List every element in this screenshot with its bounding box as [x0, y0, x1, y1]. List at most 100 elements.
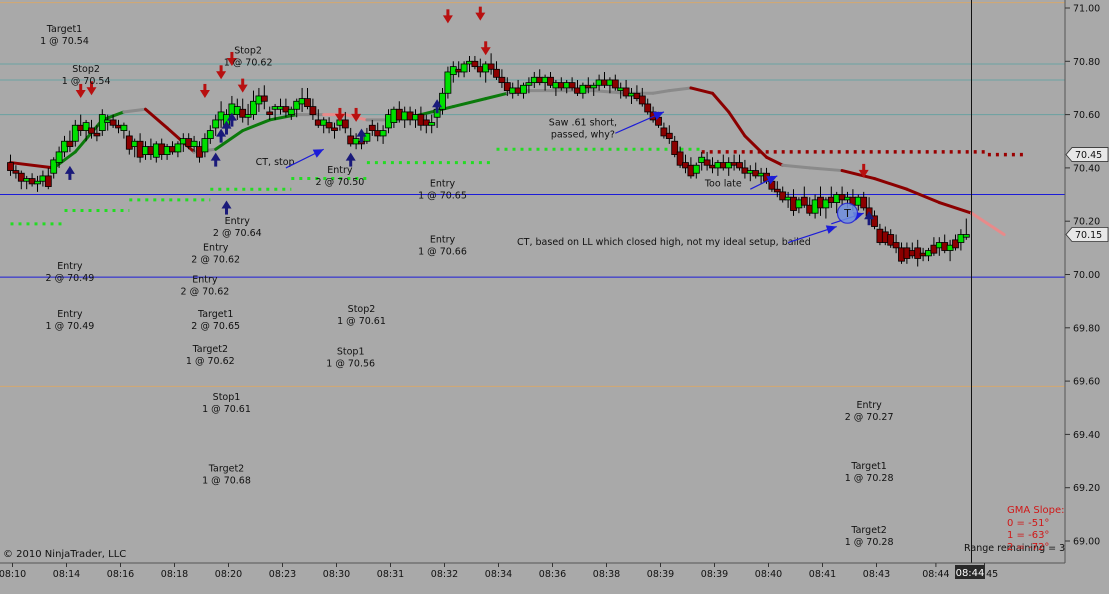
arrow-shaft [230, 119, 234, 127]
candle-body [66, 140, 74, 147]
annotation-arrow-head [652, 111, 664, 121]
candle [520, 82, 527, 99]
candle [55, 146, 63, 168]
trade-label: 1 @ 70.62 [186, 356, 235, 367]
price-marker-label: 70.45 [1075, 150, 1102, 161]
arrow-shaft [862, 163, 866, 171]
candle [660, 122, 668, 139]
gma-segment [651, 89, 671, 95]
gma-segment [873, 177, 909, 191]
candle [962, 218, 970, 240]
arrow-head [345, 152, 356, 161]
candle-body [34, 180, 41, 185]
trade-label: 2 @ 70.62 [191, 255, 240, 266]
candle-body [822, 199, 830, 209]
gma-segment [451, 97, 488, 109]
trade-label: Stop2 [348, 304, 376, 315]
candlestick-series [7, 53, 970, 267]
arrow-head [64, 165, 75, 174]
gma-segment [808, 166, 844, 173]
time-tick-label: 08:20 [215, 569, 242, 580]
arrow-shaft [360, 135, 363, 143]
gma-segment [727, 110, 747, 138]
candle [88, 119, 95, 139]
candle-body [82, 122, 90, 131]
candle [368, 119, 376, 136]
arrow-head [216, 128, 227, 137]
candle-body [703, 159, 711, 166]
candle-body [520, 84, 527, 94]
candle-body [363, 132, 371, 142]
gma-segment [840, 169, 876, 181]
candle-body [638, 95, 646, 105]
trade-label: Target1 [850, 461, 886, 472]
candle [82, 119, 90, 142]
candle [363, 127, 371, 144]
candle [250, 90, 257, 120]
price-tick-label: 69.00 [1073, 537, 1100, 548]
candle-body [590, 84, 598, 89]
time-tick-label: 08:41 [809, 569, 836, 580]
sell-arrow [442, 9, 453, 24]
arrow-shaft [225, 127, 228, 135]
price-marker: 70.15 [1065, 227, 1109, 242]
trade-label: 2 @ 70.65 [191, 321, 240, 332]
sell-arrow [237, 78, 248, 93]
trade-label: Entry [225, 216, 251, 227]
candle-body [17, 172, 25, 182]
candle [17, 170, 25, 190]
trade-marker-label: T [843, 207, 851, 220]
gma-segment [905, 187, 941, 205]
trade-label: Entry [192, 274, 218, 285]
candle [676, 146, 684, 168]
candle [736, 154, 743, 171]
trade-label: 2 @ 70.49 [46, 273, 95, 284]
candle [444, 66, 452, 99]
candle-body [471, 60, 479, 68]
candle [12, 165, 20, 179]
candle [568, 77, 576, 91]
candle-body [190, 140, 198, 147]
candle-body [293, 100, 301, 110]
candle [800, 186, 808, 208]
sell-arrow [480, 41, 491, 56]
candle-body [622, 87, 630, 97]
trade-label: Entry [327, 165, 353, 176]
arrow-head [334, 113, 345, 122]
candle [293, 98, 301, 118]
candle-body [201, 138, 209, 153]
candle [860, 191, 868, 211]
trade-label: Entry [430, 179, 456, 190]
buy-arrow [356, 128, 367, 143]
time-tick-label: 08:32 [431, 569, 458, 580]
candle-body [493, 68, 500, 78]
price-tick-label: 70.60 [1073, 110, 1100, 121]
candle-body [736, 162, 743, 169]
arrow-head [221, 120, 232, 129]
sell-arrow [86, 81, 97, 96]
price-tick-label: 70.00 [1073, 270, 1100, 281]
candle-body [260, 95, 268, 102]
time-tick-label: 08:39 [647, 569, 674, 580]
candle-body [212, 119, 220, 129]
candle [239, 98, 247, 123]
gma-segment [765, 155, 785, 167]
candle-body [109, 119, 117, 126]
arrow-head [75, 89, 86, 98]
gma-segment [689, 86, 714, 95]
gma-segment [241, 118, 272, 133]
trade-label: Target1 [197, 309, 233, 320]
candle [50, 157, 58, 179]
candle [622, 79, 630, 99]
candle [287, 106, 295, 120]
candle-body [692, 164, 700, 174]
arrow-shaft [241, 78, 245, 86]
candle-body [325, 122, 333, 129]
price-tick-label: 70.40 [1073, 163, 1100, 174]
trade-label: 1 @ 70.54 [62, 76, 111, 87]
gma-segment [484, 91, 509, 101]
candle-body [266, 111, 274, 115]
